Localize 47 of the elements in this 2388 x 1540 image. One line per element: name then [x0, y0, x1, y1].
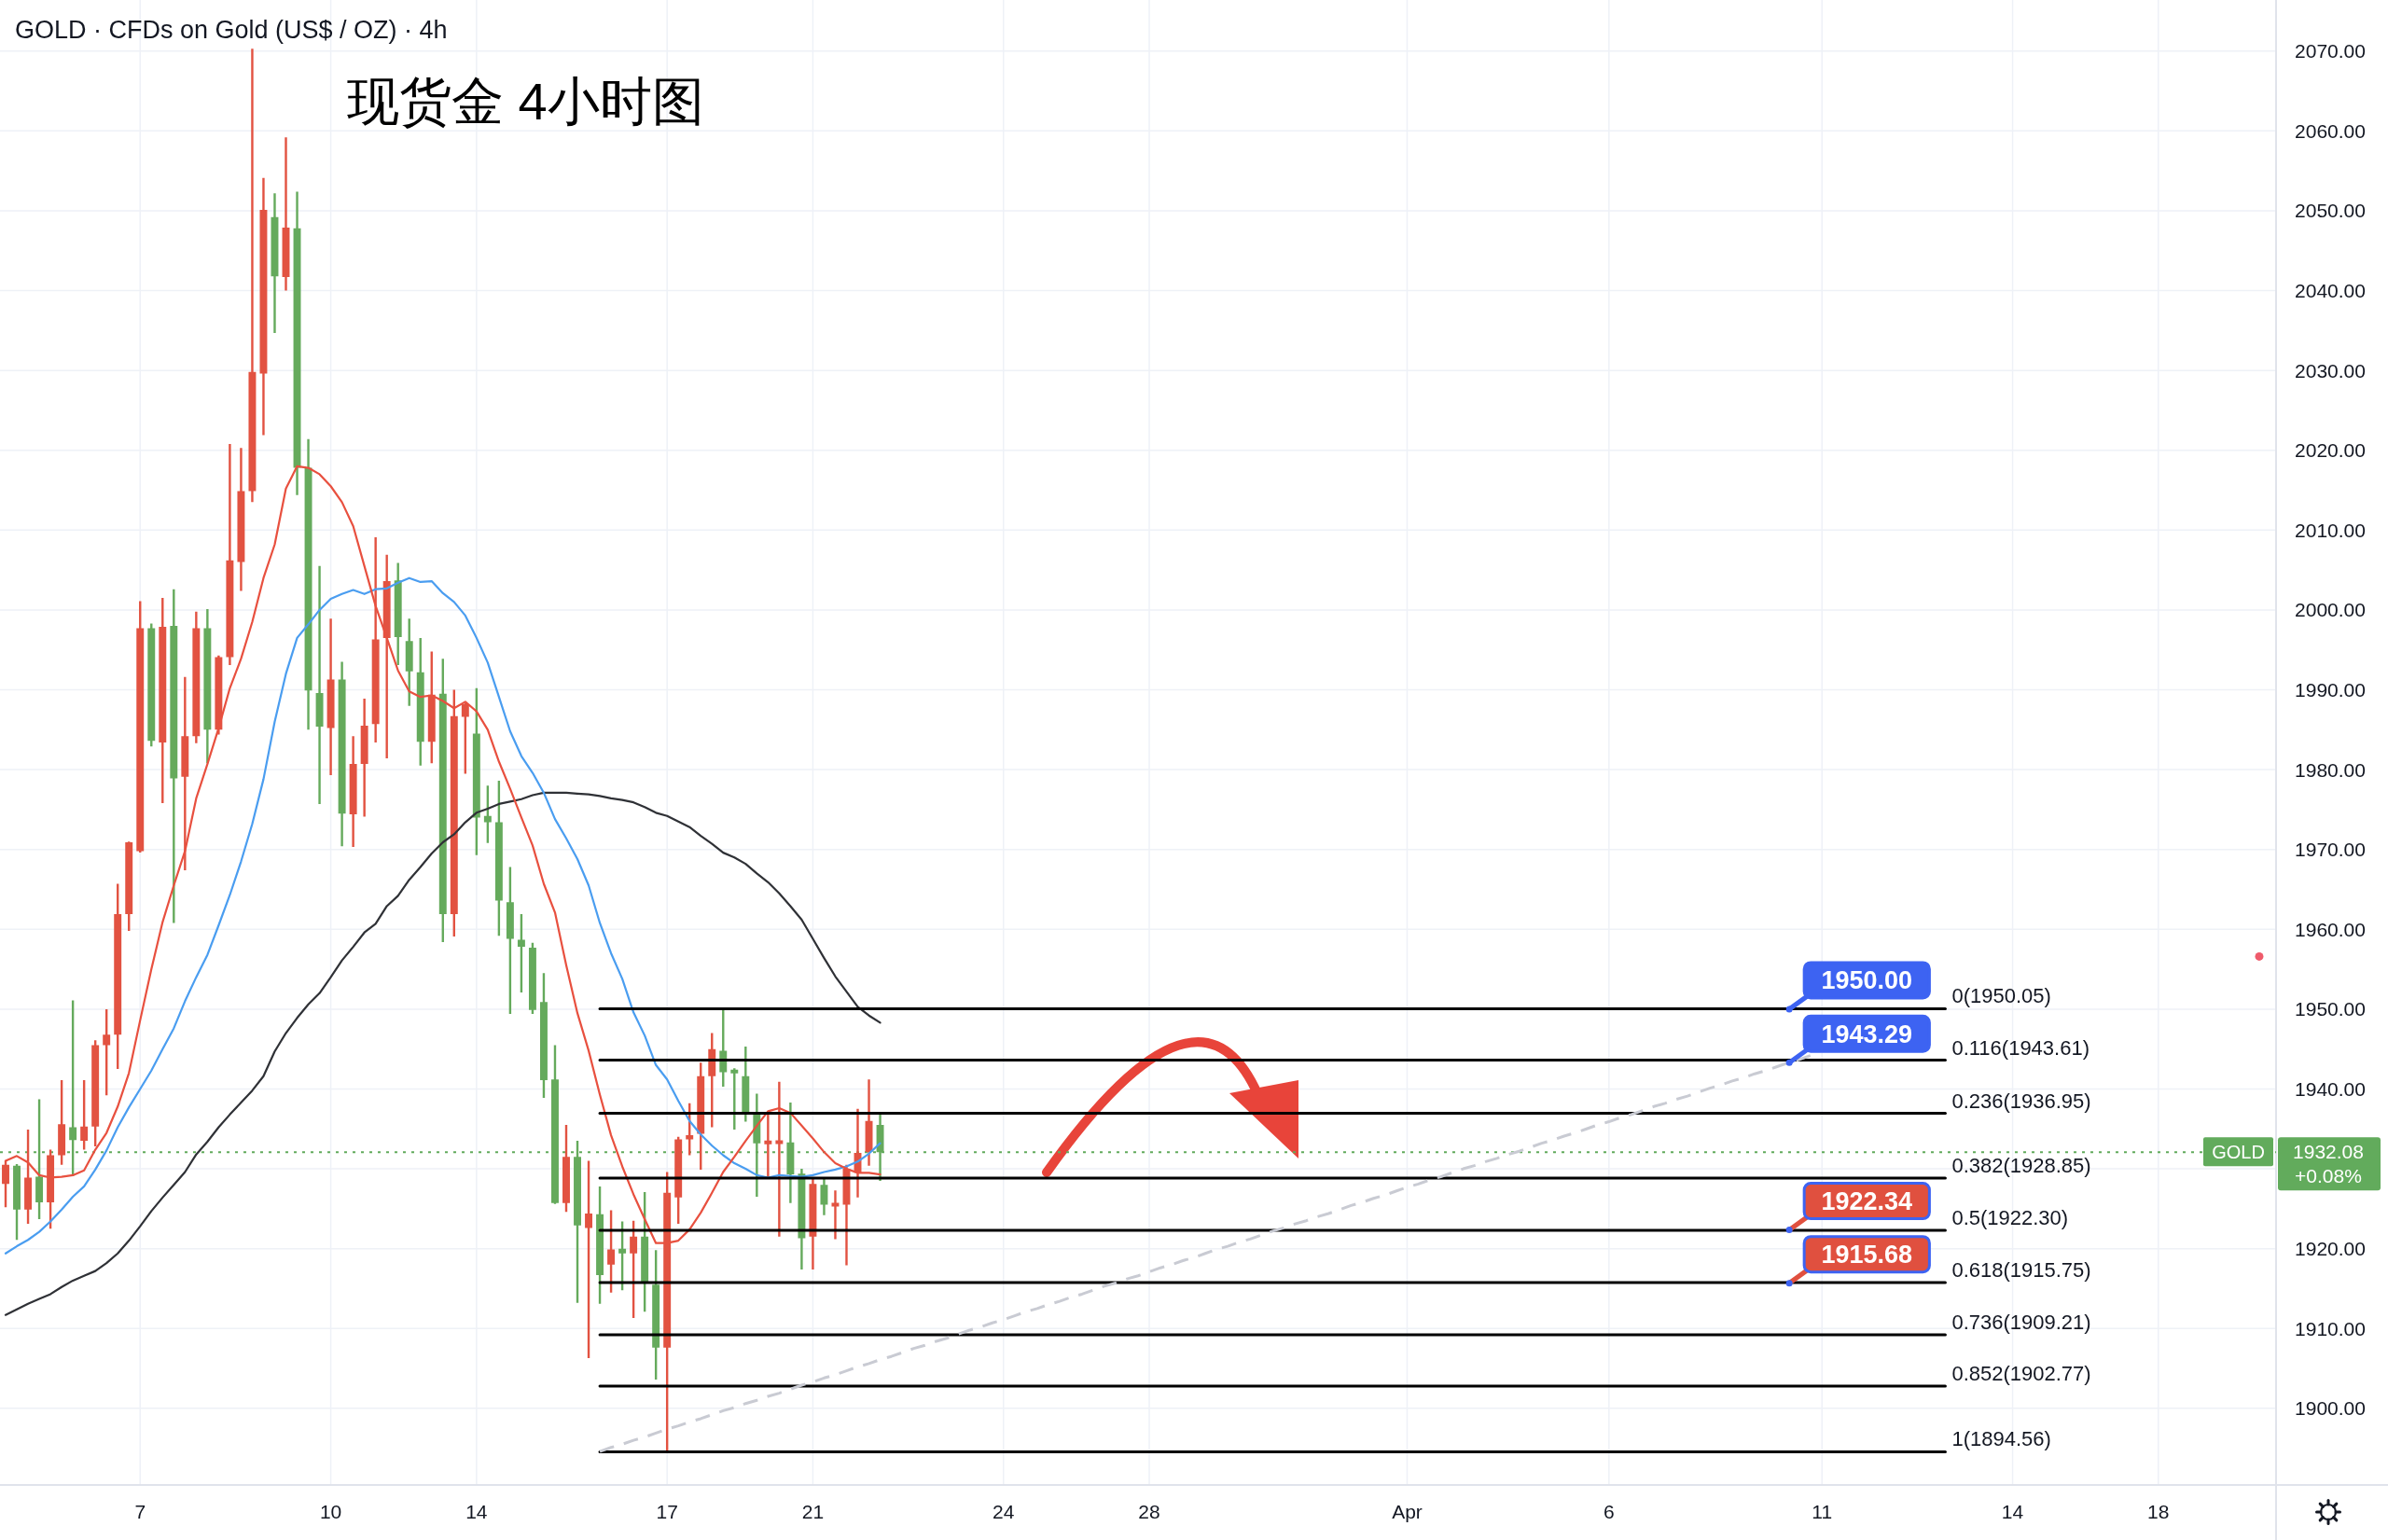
price-tag-text: +0.08% [2295, 1165, 2362, 1187]
series-label: 0.382(1928.85) [1951, 1153, 2091, 1177]
series-label: 0(1950.05) [1951, 984, 2051, 1008]
y-tick: 2030.00 [2295, 359, 2366, 382]
price-tag-text: 1932.08 [2293, 1141, 2364, 1163]
ref-label: GOLD [2212, 1142, 2265, 1163]
y-tick: 1940.00 [2295, 1077, 2366, 1100]
y-tick: 2060.00 [2295, 119, 2366, 142]
series-label: 0.736(1909.21) [1951, 1311, 2091, 1334]
y-tick: 1990.00 [2295, 679, 2366, 701]
y-tick: 1900.00 [2295, 1397, 2366, 1420]
x-tick: 6 [1604, 1501, 1615, 1522]
y-tick: 1910.00 [2295, 1317, 2366, 1339]
series-label: 0.852(1902.77) [1951, 1362, 2091, 1386]
x-tick: 11 [1812, 1501, 1833, 1522]
y-tick: 1970.00 [2295, 839, 2366, 861]
note: 1950.00 [1821, 966, 1913, 995]
y-tick: 2070.00 [2295, 40, 2366, 62]
x-tick: Apr [1392, 1501, 1423, 1522]
series-label: 0.618(1915.75) [1951, 1258, 2091, 1283]
series-label: 0.5(1922.30) [1951, 1205, 2069, 1229]
series-label: 1(1894.56) [1951, 1427, 2051, 1451]
y-tick: 2040.00 [2295, 280, 2366, 302]
y-tick: 1950.00 [2295, 998, 2366, 1020]
x-tick: 14 [2001, 1501, 2024, 1522]
title: GOLD · CFDs on Gold (US$ / OZ) · 4h [15, 16, 448, 44]
y-tick: 1980.00 [2295, 758, 2366, 781]
x-tick: 18 [2147, 1501, 2170, 1522]
x-tick: 24 [993, 1501, 1015, 1522]
y-tick: 2050.00 [2295, 200, 2366, 222]
series-label: 0.236(1936.95) [1951, 1089, 2091, 1113]
series-label: 0.116(1943.61) [1951, 1035, 2090, 1060]
x-tick: 17 [656, 1501, 678, 1522]
y-tick: 1960.00 [2295, 918, 2366, 940]
x-tick: 14 [465, 1501, 488, 1522]
y-tick: 2020.00 [2295, 439, 2366, 462]
x-tick: 7 [134, 1501, 146, 1522]
y-tick: 2000.00 [2295, 599, 2366, 621]
y-tick: 2010.00 [2295, 519, 2366, 541]
x-tick: 10 [319, 1501, 342, 1522]
note: 1943.29 [1821, 1020, 1913, 1048]
note: 1915.68 [1821, 1241, 1913, 1269]
subtitle: 现货金 4小时图 [347, 72, 704, 131]
x-tick: 21 [801, 1501, 825, 1522]
y-tick: 1920.00 [2295, 1238, 2366, 1260]
x-tick: 28 [1138, 1501, 1160, 1522]
note: 1922.34 [1821, 1187, 1913, 1216]
